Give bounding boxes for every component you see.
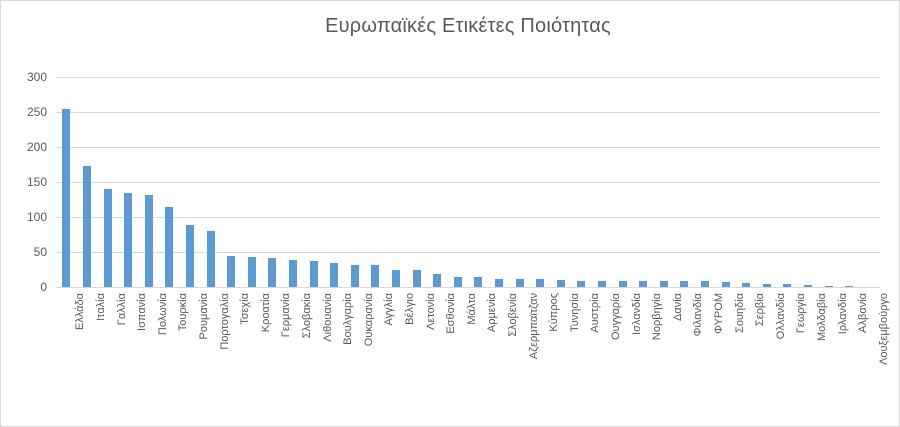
x-category-label: Λουξεμβούργο [877,293,890,365]
x-category-label: Πολωνία [156,293,169,336]
x-category-label: Ρουμανία [197,293,210,340]
x-category-label: Λιθουανία [321,293,334,342]
bar [597,280,606,287]
bar [556,280,565,287]
x-category-label: Κύπρος [548,293,561,332]
x-category-label: Κροατία [259,293,272,333]
x-category-label: Φιλανδία [692,293,705,337]
x-category-label: Δανία [671,293,684,322]
gridline [56,217,880,218]
x-category-label: Ισλανδία [630,293,643,335]
bar [577,280,586,287]
bar [412,270,421,287]
bar [618,280,627,287]
gridline [56,112,880,113]
bar [62,108,71,287]
x-category-label: Ουκαρανία [362,293,375,347]
x-category-label: Βέλγιο [403,293,416,325]
gridline [56,77,880,78]
bar [309,261,318,287]
x-category-label: Βουλγαρία [342,293,355,345]
bar [371,265,380,287]
bar [206,231,215,287]
x-category-label: Σλοβακία [300,293,313,339]
x-category-label: Αζερμπαϊτζαν [527,293,540,360]
bar [494,278,503,287]
bar [536,279,545,287]
x-category-label: Αυστρία [589,293,602,333]
bar [391,269,400,287]
bar [762,283,771,287]
x-category-label: Πορτογαλία [218,293,231,350]
bar [639,280,648,287]
bar [515,279,524,287]
bar [82,165,91,287]
x-category-label: Ιταλία [94,293,107,321]
x-category-label: Σλοβενία [506,293,519,337]
x-category-label: Μάλτα [465,293,478,325]
y-tick-label: 150 [26,175,47,189]
bar [144,195,153,287]
x-category-label: Σερβία [754,293,767,327]
bar [721,282,730,287]
x-category-label: ΦΥΡΟΜ [712,293,725,334]
x-category-label: Αγγλία [383,293,396,326]
x-category-label: Τυνησία [568,293,581,332]
bar [247,256,256,287]
x-category-label: Ισπανία [136,293,149,331]
y-tick-label: 300 [26,70,47,84]
x-category-label: Ιρλανδία [836,293,849,335]
bar [659,281,668,287]
bar [474,277,483,287]
y-tick-label: 250 [26,105,47,119]
bar [824,286,833,287]
x-category-label: Γερμανία [280,293,293,338]
bar [350,264,359,287]
x-category-label: Μολδαβία [815,293,828,342]
x-category-label: Τσεχία [239,293,252,325]
bar [165,206,174,287]
bar [330,263,339,287]
bar [680,281,689,287]
y-tick-label: 200 [26,140,47,154]
bar [433,274,442,287]
x-category-label: Ελλάδα [74,293,87,331]
bar [803,284,812,287]
x-category-label: Νορβηγία [651,293,664,341]
bar [288,260,297,287]
x-category-label: Γεωργία [795,293,808,334]
bar [742,282,751,287]
y-tick-label: 50 [33,245,47,259]
x-category-label: Ολλανδία [774,293,787,340]
x-category-label: Σουηδία [733,293,746,333]
x-category-label: Λετονία [424,293,437,330]
x-category-label: Αλβανία [857,293,870,333]
gridline [56,182,880,183]
chart-title: Ευρωπαϊκές Ετικέτες Ποιότητας [325,15,611,37]
bar [268,258,277,287]
y-tick-label: 100 [26,210,47,224]
x-axis-line [56,287,880,288]
bar [845,286,854,287]
bar [124,193,133,287]
bar [700,281,709,287]
x-category-label: Εσθονία [445,293,458,334]
bar [227,255,236,287]
bar [103,189,112,287]
gridline [56,147,880,148]
x-category-label: Αρμενία [486,293,499,333]
bar [185,225,194,287]
x-category-label: Ουγγαρία [609,293,622,340]
gridline [56,252,880,253]
x-category-label: Τουρκία [177,293,190,332]
x-category-label: Γαλλία [115,293,128,326]
bar [783,284,792,287]
y-tick-label: 0 [40,280,47,294]
bar [453,276,462,287]
